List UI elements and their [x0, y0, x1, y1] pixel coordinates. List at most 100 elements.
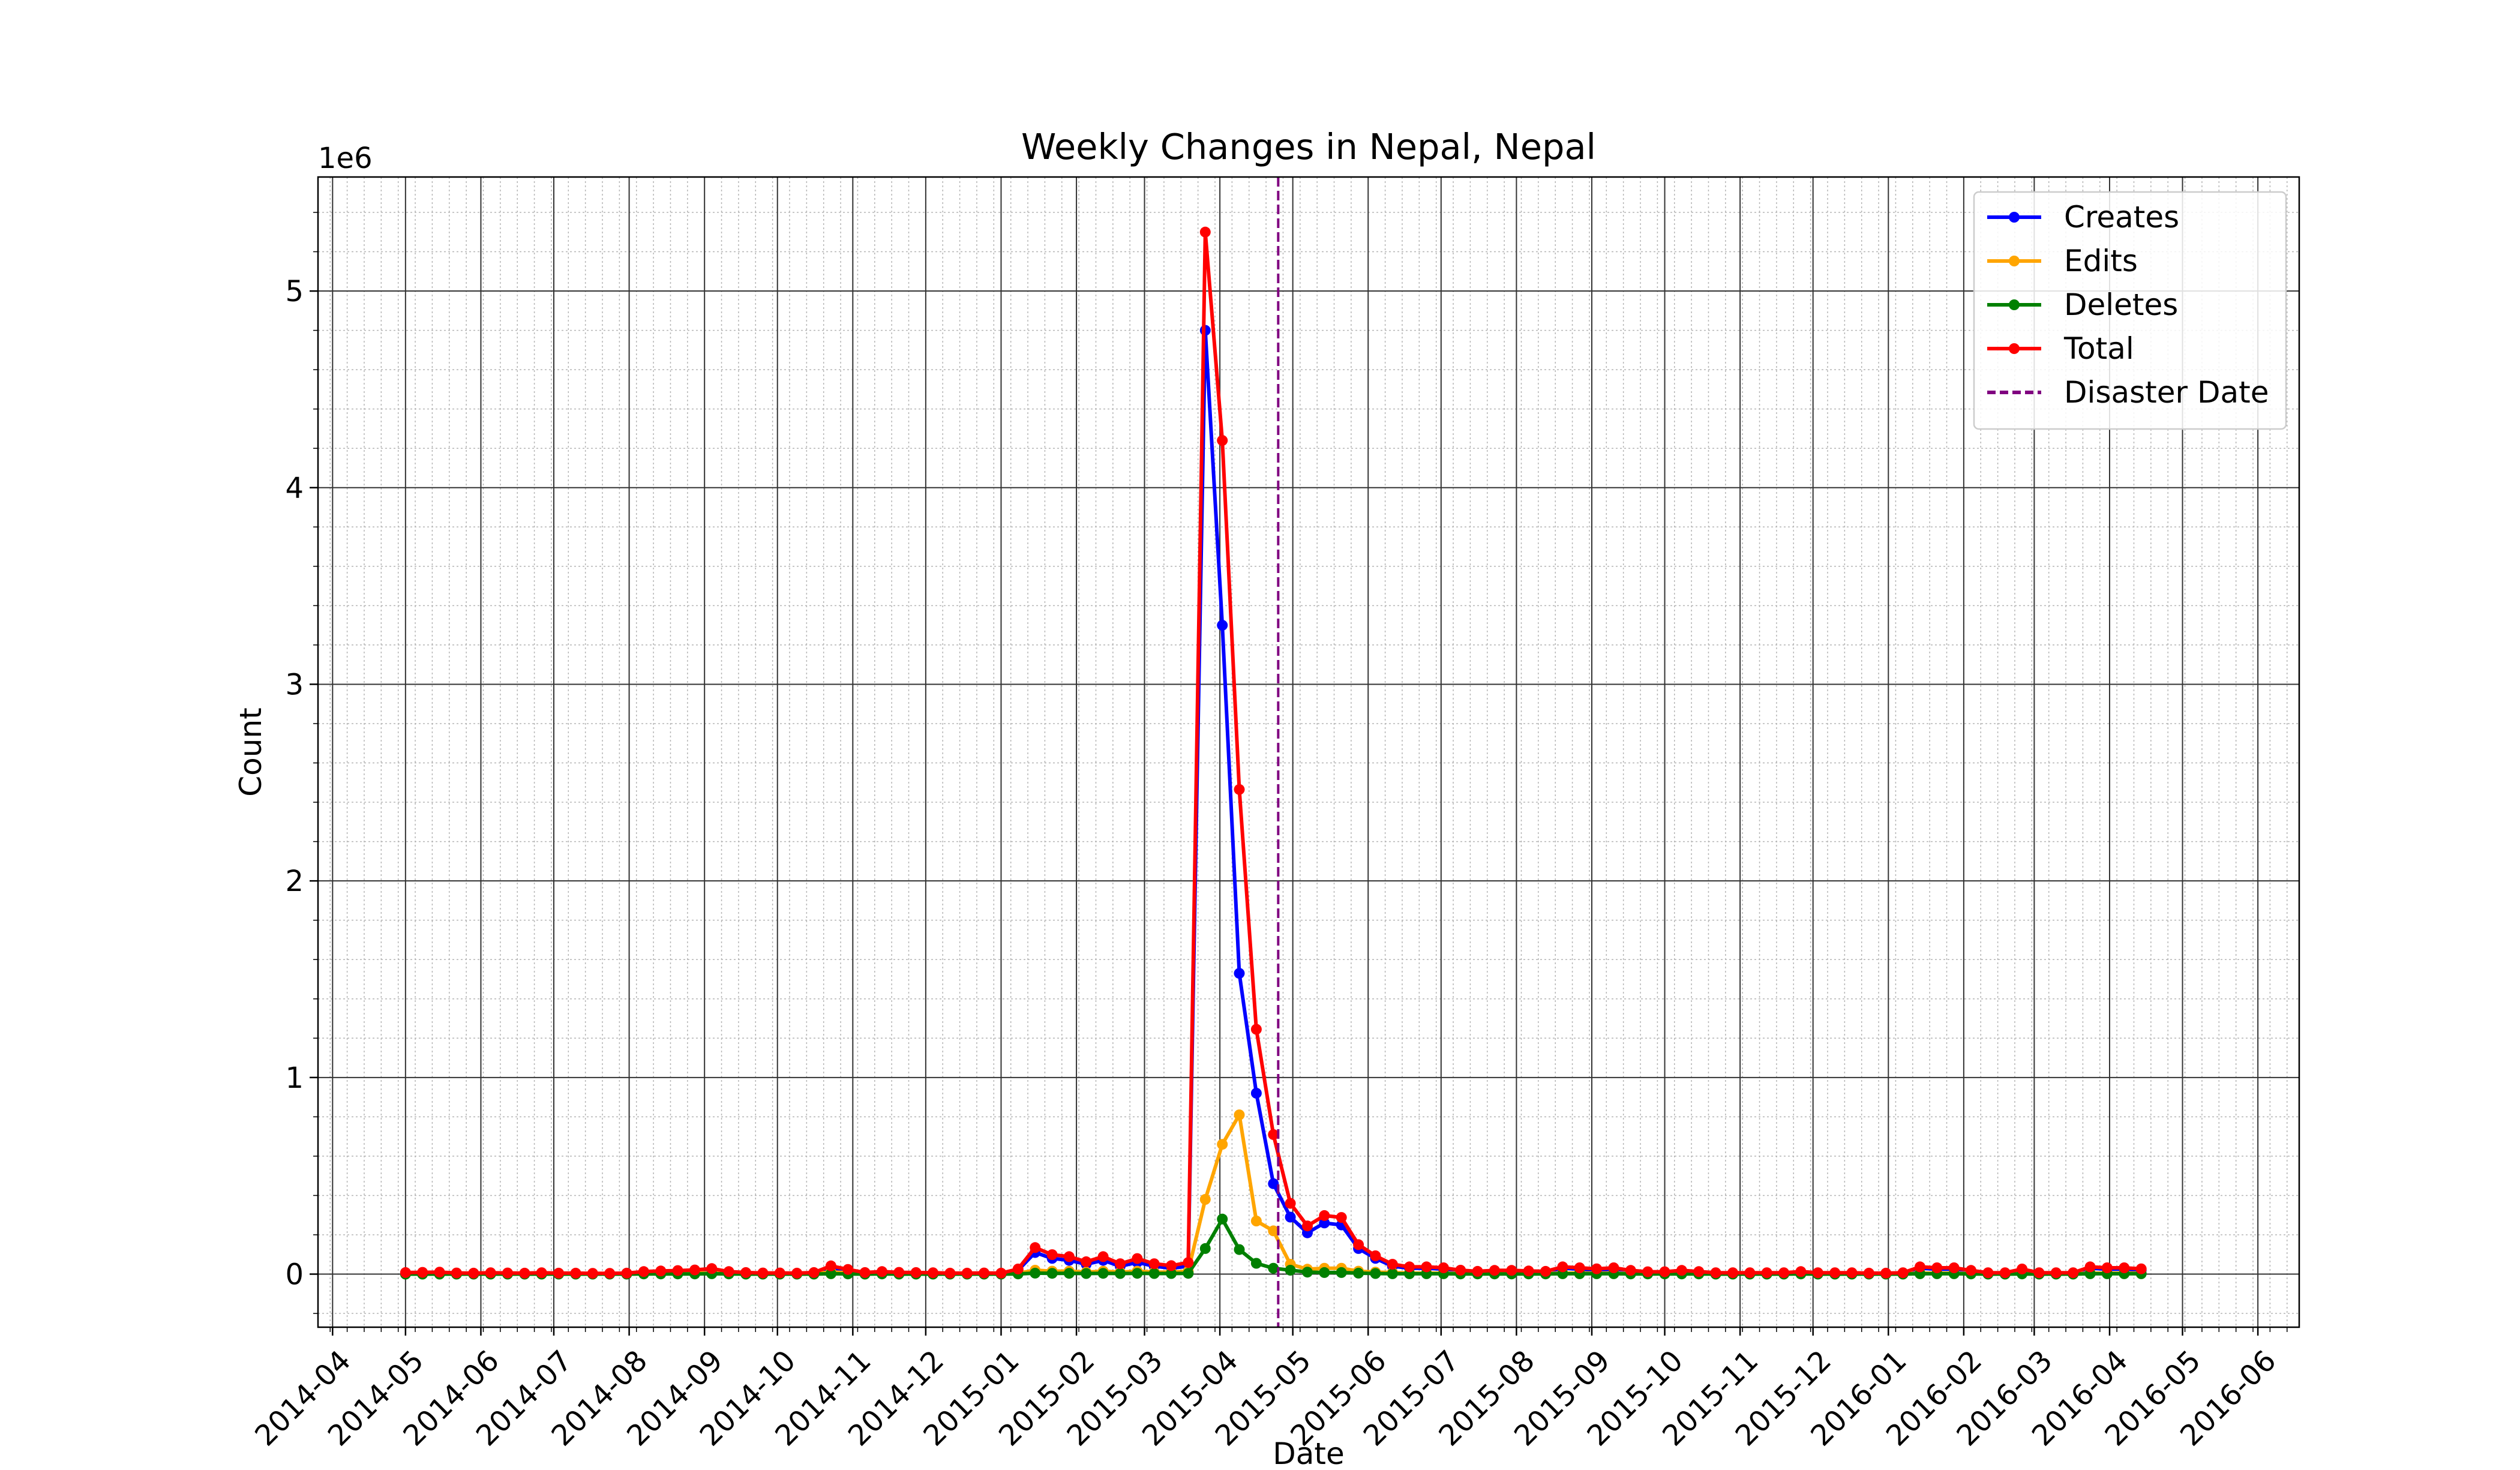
data-point	[1166, 1260, 1177, 1271]
data-point	[1370, 1250, 1381, 1261]
data-point	[928, 1267, 938, 1279]
legend: Creates Edits Deletes Total Disaster Date	[1973, 191, 2287, 430]
data-point	[1132, 1268, 1143, 1279]
data-point	[1217, 1213, 1228, 1225]
data-point	[1744, 1267, 1756, 1279]
data-point	[1046, 1249, 1058, 1261]
plot-frame	[317, 176, 2300, 1328]
data-point	[1081, 1256, 1092, 1267]
data-point	[1183, 1268, 1194, 1279]
y-tick-label: 4	[285, 472, 304, 505]
data-point	[1115, 1268, 1126, 1279]
data-point	[1063, 1251, 1075, 1262]
data-point	[519, 1267, 530, 1279]
data-point	[1625, 1265, 1636, 1276]
data-point	[1982, 1267, 1994, 1279]
data-point	[485, 1267, 496, 1279]
y-tick-label: 1	[285, 1061, 304, 1095]
data-point	[1727, 1267, 1738, 1279]
data-point	[1829, 1267, 1841, 1279]
data-point	[1046, 1268, 1058, 1279]
data-point	[1931, 1262, 1943, 1273]
data-point	[1115, 1258, 1126, 1270]
data-point	[1217, 435, 1228, 446]
data-point	[961, 1267, 973, 1279]
data-point	[1030, 1242, 1041, 1253]
data-point	[1250, 1258, 1262, 1269]
legend-label: Deletes	[2064, 287, 2178, 322]
minor-grid	[318, 177, 2299, 1327]
y-tick-label: 0	[285, 1258, 304, 1292]
data-point	[1268, 1225, 1279, 1237]
data-point	[1336, 1267, 1347, 1278]
data-point	[1319, 1267, 1330, 1278]
data-point	[740, 1267, 752, 1278]
data-point	[621, 1267, 632, 1279]
data-point	[1148, 1258, 1160, 1270]
data-point	[1387, 1268, 1398, 1279]
data-point	[1097, 1268, 1109, 1279]
data-point	[995, 1267, 1007, 1279]
data-point	[2084, 1261, 2096, 1273]
data-point	[706, 1263, 718, 1274]
data-point	[1268, 1178, 1279, 1189]
data-point	[1268, 1129, 1279, 1140]
data-point	[1591, 1263, 1603, 1274]
data-point	[1370, 1268, 1381, 1279]
data-point	[723, 1266, 734, 1277]
data-point	[1472, 1265, 1483, 1277]
data-point	[1285, 1198, 1296, 1209]
data-point	[1999, 1267, 2011, 1279]
data-point	[1846, 1267, 1858, 1279]
y-tick-label: 2	[285, 865, 304, 898]
data-point	[842, 1264, 854, 1275]
data-point	[1523, 1265, 1534, 1277]
data-point	[2135, 1263, 2147, 1274]
data-point	[1217, 620, 1228, 631]
data-point	[1030, 1267, 1041, 1279]
data-point	[825, 1268, 836, 1279]
data-point	[1574, 1262, 1585, 1273]
data-point	[2050, 1267, 2062, 1279]
data-point	[944, 1267, 956, 1279]
x-axis-label: Date	[1273, 1436, 1345, 1470]
data-point	[1795, 1266, 1807, 1277]
data-point	[825, 1260, 836, 1271]
data-point	[1966, 1265, 1976, 1276]
data-point	[1642, 1266, 1654, 1277]
data-point	[1455, 1265, 1466, 1276]
data-point	[1285, 1265, 1296, 1276]
data-point	[808, 1267, 820, 1278]
data-point	[1353, 1239, 1364, 1250]
legend-label: Disaster Date	[2064, 375, 2269, 410]
data-point	[1915, 1261, 1925, 1273]
data-point	[979, 1267, 990, 1279]
data-point	[1863, 1267, 1874, 1279]
chart-title: Weekly Changes in Nepal, Nepal	[1021, 126, 1596, 167]
data-point	[774, 1267, 785, 1279]
data-point	[1319, 1210, 1330, 1221]
data-point	[1234, 1244, 1245, 1255]
data-point	[1387, 1259, 1398, 1270]
data-point	[1285, 1211, 1296, 1223]
series-total	[400, 226, 2147, 1279]
data-point	[1166, 1268, 1177, 1279]
legend-box	[1973, 191, 2287, 430]
y-tick-label: 5	[285, 275, 304, 308]
data-point	[1897, 1267, 1909, 1279]
data-point	[1250, 1216, 1262, 1226]
legend-label: Edits	[2064, 244, 2138, 278]
data-point	[1948, 1262, 1960, 1273]
data-point	[2068, 1267, 2079, 1279]
data-point	[604, 1268, 616, 1279]
data-point	[1268, 1262, 1279, 1274]
data-point	[1336, 1212, 1347, 1223]
y-tick-label: 3	[285, 668, 304, 701]
data-point	[468, 1267, 479, 1279]
data-point	[1097, 1251, 1109, 1262]
data-point	[893, 1267, 905, 1278]
data-point	[536, 1267, 547, 1279]
data-point	[1761, 1267, 1772, 1279]
data-point	[1557, 1261, 1568, 1273]
